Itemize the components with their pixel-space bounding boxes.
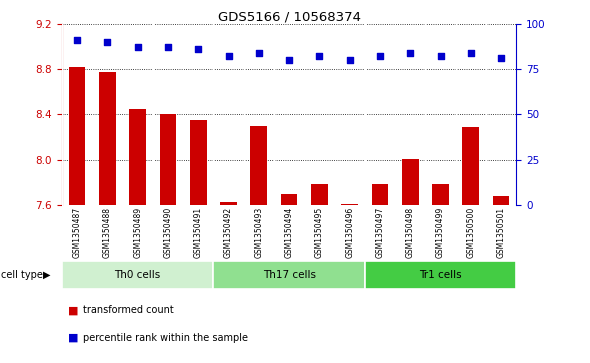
Bar (251, 126, 267, 205)
Point (73, 37, 82, 43)
Point (194, 46, 203, 52)
Point (405, 50, 415, 56)
Text: GSM1350490: GSM1350490 (163, 207, 172, 258)
Bar (190, 120, 206, 205)
Bar (69, 67, 86, 205)
Bar (220, 202, 237, 205)
Text: GSM1350491: GSM1350491 (194, 207, 203, 258)
Point (375, 53, 385, 59)
Point (496, 55, 506, 61)
Bar (311, 184, 327, 205)
Text: GSM1350501: GSM1350501 (497, 207, 506, 258)
Text: GSM1350488: GSM1350488 (103, 207, 112, 258)
Bar (160, 114, 176, 205)
Bar (365, 261, 516, 289)
Bar (281, 194, 297, 205)
Text: percentile rank within the sample: percentile rank within the sample (83, 333, 248, 343)
Text: GDS5166 / 10568374: GDS5166 / 10568374 (218, 11, 360, 24)
Bar (129, 109, 146, 205)
Text: cell type: cell type (1, 270, 42, 280)
Bar (402, 159, 418, 205)
Text: Tr1 cells: Tr1 cells (419, 270, 462, 280)
Point (163, 44, 173, 50)
Text: GSM1350494: GSM1350494 (284, 207, 294, 258)
Bar (372, 184, 388, 205)
Bar (214, 261, 365, 289)
Text: GSM1350487: GSM1350487 (73, 207, 81, 258)
Text: transformed count: transformed count (83, 305, 173, 315)
Text: Th0 cells: Th0 cells (114, 270, 161, 280)
Text: ▶: ▶ (43, 270, 51, 280)
Bar (99, 72, 116, 205)
Bar (463, 127, 479, 205)
Bar (432, 184, 449, 205)
Point (284, 57, 294, 63)
Text: GSM1350495: GSM1350495 (315, 207, 324, 258)
Text: ■: ■ (68, 333, 78, 343)
Point (224, 53, 233, 59)
Text: GSM1350492: GSM1350492 (224, 207, 233, 258)
Bar (62, 261, 214, 289)
Text: GSM1350489: GSM1350489 (133, 207, 142, 258)
Text: GSM1350499: GSM1350499 (436, 207, 445, 258)
Bar (342, 204, 358, 205)
Point (466, 50, 476, 56)
Text: GSM1350500: GSM1350500 (466, 207, 476, 258)
Text: GSM1350493: GSM1350493 (254, 207, 263, 258)
Text: GSM1350498: GSM1350498 (406, 207, 415, 258)
Point (133, 44, 142, 50)
Text: ■: ■ (68, 305, 78, 315)
Text: Th17 cells: Th17 cells (263, 270, 316, 280)
Point (314, 53, 324, 59)
Point (254, 50, 264, 56)
Point (345, 57, 355, 63)
Text: GSM1350497: GSM1350497 (375, 207, 385, 258)
Point (436, 53, 445, 59)
Bar (493, 196, 509, 205)
Text: GSM1350496: GSM1350496 (345, 207, 354, 258)
Point (103, 39, 112, 45)
